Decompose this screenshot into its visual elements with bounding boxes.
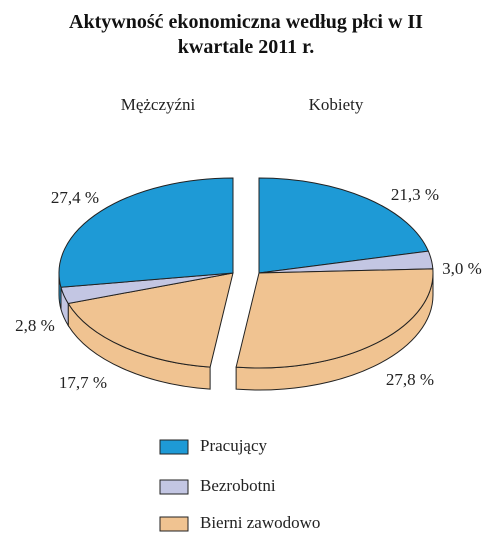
slice xyxy=(258,177,430,274)
slice xyxy=(58,177,234,288)
slice xyxy=(235,268,434,369)
series-label: Kobiety xyxy=(309,95,364,114)
legend-label: Bierni zawodowo xyxy=(200,513,320,532)
chart-title: Aktywność ekonomiczna według płci w II k… xyxy=(69,11,423,58)
data-label: 2,8 % xyxy=(15,316,55,335)
data-label: 27,8 % xyxy=(386,370,434,389)
legend-label: Bezrobotni xyxy=(200,476,276,495)
slice xyxy=(67,272,234,368)
legend-swatch xyxy=(159,516,189,532)
data-label: 17,7 % xyxy=(59,373,107,392)
legend-swatch xyxy=(159,479,189,495)
data-label: 3,0 % xyxy=(442,259,482,278)
legend-swatch xyxy=(159,439,189,455)
series-label: Mężczyźni xyxy=(121,95,196,114)
data-label: 27,4 % xyxy=(51,188,99,207)
legend-label: Pracujący xyxy=(200,436,268,455)
data-label: 21,3 % xyxy=(391,185,439,204)
